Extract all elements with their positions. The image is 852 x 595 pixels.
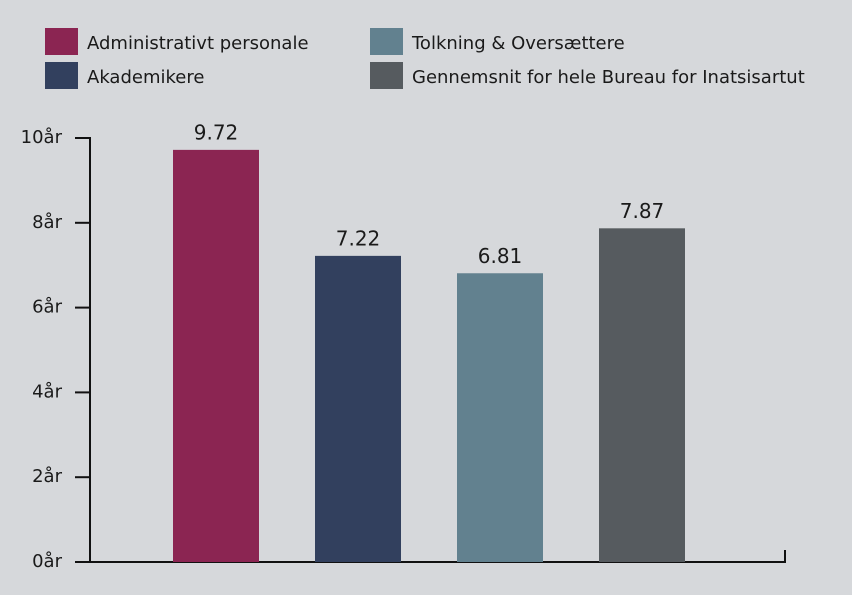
value-label: 7.87 (620, 199, 665, 223)
y-tick-label: 10år (21, 127, 63, 148)
legend-label: Gennemsnit for hele Bureau for Inatsisar… (412, 67, 805, 88)
legend-label: Akademikere (87, 67, 204, 88)
y-tick-label: 6år (32, 297, 62, 318)
value-label: 9.72 (194, 120, 239, 144)
y-tick-label: 0år (32, 551, 62, 572)
legend-swatch (370, 62, 403, 89)
bar (457, 273, 543, 562)
y-tick-label: 4år (32, 381, 62, 402)
legend-swatch (45, 28, 78, 55)
value-label: 7.22 (336, 226, 381, 250)
legend-swatch (370, 28, 403, 55)
legend-label: Administrativt personale (87, 33, 309, 54)
legend-label: Tolkning & Oversættere (411, 33, 625, 54)
y-tick-label: 8år (32, 212, 62, 233)
legend-swatch (45, 62, 78, 89)
bar (173, 149, 259, 562)
value-label: 6.81 (478, 244, 523, 268)
bar (315, 255, 401, 562)
y-tick-label: 2år (32, 466, 62, 487)
bar (599, 228, 685, 562)
